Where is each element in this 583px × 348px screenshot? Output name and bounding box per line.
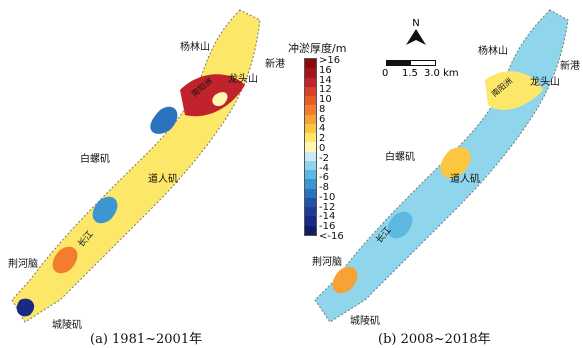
erosion-patch xyxy=(212,92,228,107)
erosion-patch xyxy=(180,74,245,117)
legend-swatch xyxy=(305,123,316,133)
north-label: N xyxy=(412,18,420,29)
place-daorenji-a: 道人矶 xyxy=(148,174,178,185)
legend-label: 16 xyxy=(319,64,332,76)
legend-swatch xyxy=(305,142,316,152)
scale-label-0: 0 xyxy=(382,68,389,79)
river-channel xyxy=(11,9,261,323)
legend-swatch xyxy=(305,133,316,143)
place-yanglinshan-b: 杨林山 xyxy=(478,46,508,57)
erosion-patch xyxy=(440,147,471,179)
place-daorenji-b: 道人矶 xyxy=(450,174,480,185)
legend-swatch xyxy=(305,96,316,106)
north-arrow-icon: N xyxy=(406,18,426,45)
place-chenglingji-a: 城陵矶 xyxy=(52,320,82,331)
legend-color-bar xyxy=(304,58,317,236)
legend-label: -8 xyxy=(319,182,329,194)
river-map-b xyxy=(314,9,569,323)
place-longtoushan-b: 龙头山 xyxy=(530,77,560,88)
legend-label: >16 xyxy=(319,55,341,66)
erosion-patch xyxy=(485,71,543,110)
caption-b: (b) 2008~2018年 xyxy=(378,332,491,347)
legend-swatch xyxy=(305,179,316,189)
legend-swatch xyxy=(305,160,316,170)
erosion-patch xyxy=(332,266,358,294)
erosion-patch xyxy=(52,246,78,274)
scale-label-2: 3.0 km xyxy=(424,68,459,79)
erosion-patch xyxy=(150,106,178,134)
legend-label: -4 xyxy=(319,162,329,174)
erosion-patch xyxy=(16,298,35,317)
place-longtoushan-a: 龙头山 xyxy=(228,74,258,85)
legend-swatch xyxy=(305,151,316,161)
legend-label: 0 xyxy=(319,143,326,154)
legend-swatch xyxy=(305,68,316,78)
erosion-patch xyxy=(387,211,413,239)
legend-label: 6 xyxy=(319,113,326,125)
legend-swatch xyxy=(305,114,316,124)
legend-swatch xyxy=(305,105,316,115)
legend-swatch xyxy=(305,197,316,207)
place-yanglinshan-a: 杨林山 xyxy=(180,42,210,53)
legend-swatch xyxy=(305,77,316,87)
legend-swatch xyxy=(305,188,316,198)
legend-label: -16 xyxy=(319,221,336,233)
map-panel-a xyxy=(0,0,290,330)
compass-arrow-icon xyxy=(406,29,426,45)
legend-swatch xyxy=(305,59,316,69)
legend-label: 14 xyxy=(319,74,332,86)
legend-label: <-16 xyxy=(319,231,344,242)
legend-label: 12 xyxy=(319,84,332,96)
legend-swatch xyxy=(305,86,316,96)
river-map-a xyxy=(11,9,261,323)
legend-swatch xyxy=(305,216,316,226)
place-chenglingji-b: 城陵矶 xyxy=(350,316,380,327)
place-bailuoji-a: 白螺矶 xyxy=(80,154,110,165)
place-xingang-b: 新港 xyxy=(560,61,580,72)
legend-label: -12 xyxy=(319,201,336,213)
scale-label-1: 1.5 xyxy=(402,68,418,79)
legend-swatch xyxy=(305,170,316,180)
map-panel-b xyxy=(300,0,583,330)
legend-label: -14 xyxy=(319,211,336,223)
legend-label: -6 xyxy=(319,172,329,184)
place-bailuoji-b: 白螺矶 xyxy=(385,152,415,163)
legend-title: 冲淤厚度/m xyxy=(288,42,347,55)
place-jingheno-b: 荆河脑 xyxy=(312,257,342,268)
place-xingang-a: 新港 xyxy=(265,59,285,70)
erosion-patch xyxy=(92,196,118,224)
place-jingheno-a: 荆河脑 xyxy=(8,259,38,270)
legend-label: 2 xyxy=(319,133,326,145)
scale-bar xyxy=(386,60,436,66)
legend-swatch xyxy=(305,225,316,235)
legend-label: -2 xyxy=(319,152,329,164)
legend-label: 8 xyxy=(319,103,326,115)
caption-a: (a) 1981~2001年 xyxy=(90,332,203,347)
legend-label: -10 xyxy=(319,191,336,203)
legend-label: 10 xyxy=(319,94,332,106)
legend-label: 4 xyxy=(319,123,326,135)
legend-swatch xyxy=(305,207,316,217)
